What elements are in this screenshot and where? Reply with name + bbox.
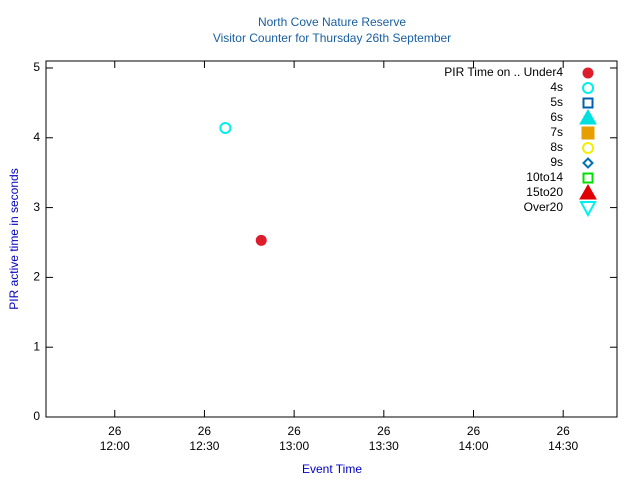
x-tick-label: 26 12:00 xyxy=(100,424,130,453)
y-tick-label: 0 xyxy=(33,409,40,423)
legend-label: PIR Time on .. Under4 xyxy=(444,65,563,79)
legend-marker xyxy=(582,142,594,154)
y-axis-label: PIR active time in seconds xyxy=(7,168,21,309)
x-axis-label: Event Time xyxy=(302,462,362,476)
legend-label: 6s xyxy=(550,110,563,124)
legend-label: 15to20 xyxy=(526,185,563,199)
x-tick-label: 26 14:00 xyxy=(458,424,488,453)
legend-marker xyxy=(579,108,597,125)
legend-marker xyxy=(579,183,597,200)
chart-subtitle: Visitor Counter for Thursday 26th Septem… xyxy=(213,31,451,45)
legend-label: Over20 xyxy=(524,200,564,214)
point xyxy=(219,122,232,135)
legend-marker xyxy=(582,67,594,79)
point xyxy=(255,234,267,246)
legend-marker xyxy=(582,157,594,169)
legend-marker xyxy=(582,97,594,109)
legend-marker xyxy=(581,126,595,140)
legend-marker xyxy=(582,82,594,94)
x-tick-label: 26 14:30 xyxy=(548,424,578,453)
x-tick-label: 26 13:00 xyxy=(279,424,309,453)
y-tick-label: 5 xyxy=(33,60,40,74)
legend-marker xyxy=(582,172,594,184)
x-tick-label: 26 12:30 xyxy=(189,424,219,453)
y-tick-label: 4 xyxy=(33,130,40,144)
legend-label: 5s xyxy=(550,95,563,109)
legend-label: 10to14 xyxy=(526,170,563,184)
plot-border xyxy=(45,60,618,418)
chart-title: North Cove Nature Reserve xyxy=(258,15,406,29)
legend-label: 7s xyxy=(550,125,563,139)
y-tick-label: 2 xyxy=(33,270,40,284)
y-tick-label: 3 xyxy=(33,200,40,214)
legend-label: 4s xyxy=(550,80,563,94)
legend-marker xyxy=(579,201,597,218)
y-tick-label: 1 xyxy=(33,339,40,353)
x-tick-label: 26 13:30 xyxy=(369,424,399,453)
legend-label: 9s xyxy=(550,155,563,169)
legend-label: 8s xyxy=(550,140,563,154)
